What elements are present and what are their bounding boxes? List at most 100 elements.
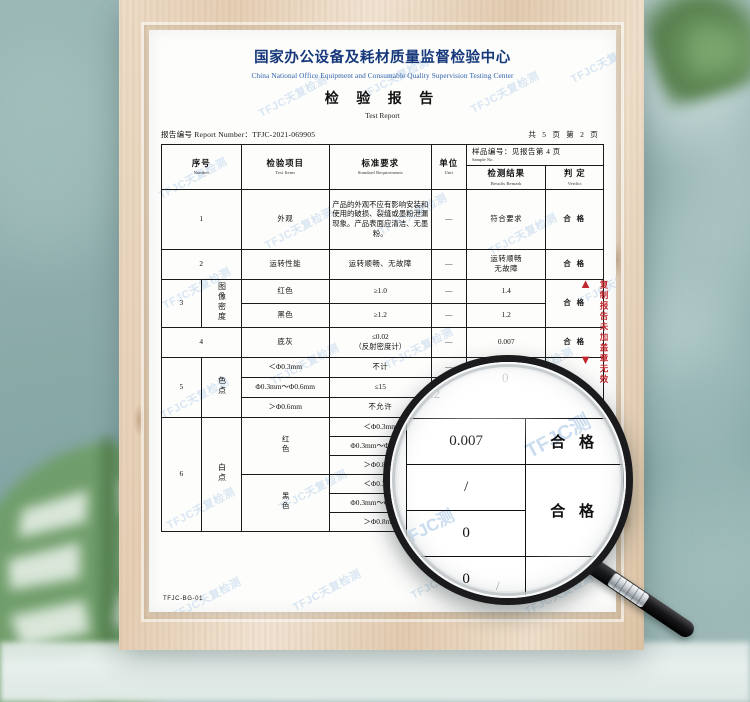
inspection-table: 序号 Number 检验项目 Test Items 标准要求 Standard … [161, 143, 605, 532]
row3-no: 3 [161, 278, 202, 328]
th-number-cn: 序号 [191, 158, 211, 168]
report-meta-row: 报告编号 Report Number：TFJC-2021-069905 共 5 … [161, 129, 604, 140]
row5-crit-1: ＜Φ0.3mm [240, 356, 330, 378]
magnified-row: 0 [405, 556, 624, 598]
th-unit: 单位 Unit [430, 144, 467, 190]
row3-sub1-result: 1.4 [465, 278, 547, 304]
th-standard-cn: 标准要求 [361, 158, 399, 168]
magnified-result-3: 0 [405, 510, 527, 557]
row4-result: 0.007 [465, 326, 547, 358]
th-item: 检验项目 Test Items [240, 144, 330, 190]
row2-unit: — [430, 248, 467, 280]
magnified-verdict-1: 合 格 [525, 418, 624, 465]
th-item-en: Test Items [275, 170, 296, 176]
th-result-cn: 检测结果 [487, 169, 525, 179]
red-copy-notice: 复制报告未加盖章无效 [599, 280, 609, 385]
row3-verdict: 合 格 [545, 278, 604, 328]
magnified-row: 0.007 合 格 [405, 418, 624, 465]
row2-no: 2 [161, 248, 242, 280]
magnified-result-4: 0 [405, 556, 527, 598]
row5-no: 5 [161, 356, 202, 418]
table-header-row: 序号 Number 检验项目 Test Items 标准要求 Standard … [161, 143, 605, 190]
th-standard: 标准要求 Standard Requirements [328, 144, 432, 190]
row3-sub2-unit: — [430, 302, 467, 328]
report-paper: TFJC天复检测 TFJC天复检测 TFJC天复检测 TFJC天复检测 TFJC… [149, 30, 616, 612]
report-number-label: 报告编号 Report Number： [161, 130, 253, 139]
table-row: 3 图像密度 红色 ≥1.0 — 1.4 合 格 [161, 278, 604, 328]
magnifier-glass: 1.2 0 0 / TFJC测 TFJC测 0.007 合 格 / 合 格 0 [390, 362, 626, 598]
row4-no: 4 [161, 326, 242, 358]
magnified-verdict-2: 合 格 [525, 464, 624, 557]
magnified-verdict-4 [525, 556, 624, 598]
th-number: 序号 Number [161, 144, 242, 190]
row1-item: 外观 [240, 188, 330, 250]
row6-g1-color-label: 红色 [281, 435, 291, 454]
row4-verdict: 合 格 [545, 326, 604, 358]
row1-standard: 产品的外观不应有影响安装和使用的破损、裂缝或墨粉泄漏现象。产品表面应清洁、无墨粉… [328, 188, 432, 250]
floor-surface [0, 642, 750, 702]
row3-sub1-label: 红色 [240, 278, 330, 304]
row5-item-label: 色点 [217, 375, 227, 396]
row2-standard: 运转顺畅、无故障 [328, 248, 432, 280]
th-result: 检测结果 Results Remark [465, 165, 547, 190]
magnifier-lens: 1.2 0 0 / TFJC测 TFJC测 0.007 合 格 / 合 格 0 [383, 355, 633, 605]
magnifier-ghost-top-2: 0 [574, 374, 581, 389]
row4-standard: ≤0.02 （反射密度计） [328, 326, 432, 358]
red-arrow-up-icon: ▲ [579, 276, 592, 291]
row5-crit-3: ＞Φ0.6mm [240, 396, 330, 418]
th-verdict-en: Verdict [567, 180, 582, 186]
magnifying-glass[interactable]: 1.2 0 0 / TFJC测 TFJC测 0.007 合 格 / 合 格 0 [383, 355, 698, 641]
page-indicator: 共 5 页 第 2 页 [528, 130, 600, 139]
page-title-cn: 国家办公设备及耗材质量监督检验中心 [254, 50, 511, 66]
row3-sub2-result: 1.2 [465, 302, 547, 328]
table-row: 4 底灰 ≤0.02 （反射密度计） — 0.007 合 格 [161, 326, 604, 358]
th-standard-en: Standard Requirements [357, 170, 403, 176]
report-title-cn: 检 验 报 告 [324, 92, 441, 107]
row5-crit-2: Φ0.3mm～Φ0.6mm [240, 376, 330, 398]
th-result-en: Results Remark [490, 180, 522, 186]
row2-item: 运转性能 [240, 248, 330, 280]
row1-verdict: 合 格 [545, 188, 604, 250]
leaf-decoration-top-2 [690, 10, 750, 90]
page-title-en: China National Office Equipment and Cons… [251, 71, 514, 80]
th-verdict-cn: 判 定 [563, 169, 586, 179]
report-number-value: TFJC-2021-069905 [252, 130, 316, 139]
row4-item: 底灰 [240, 326, 330, 358]
row4-unit: — [430, 326, 467, 358]
th-sample-no: 样品编号：见报告第 4 页 Sample No. [465, 143, 605, 167]
row6-no: 6 [161, 416, 202, 532]
th-unit-en: Unit [444, 170, 454, 176]
th-item-cn: 检验项目 [266, 158, 304, 168]
form-code: TFJC-BG-01 [163, 596, 204, 602]
wall-highlight-4 [0, 40, 120, 260]
magnified-table: 0.007 合 格 / 合 格 0 0 [405, 418, 624, 598]
row5-item: 色点 [200, 356, 242, 418]
magnifier-ghost-top: 0 [502, 370, 509, 385]
row2-verdict: 合 格 [545, 248, 604, 280]
wall-highlight-5 [640, 430, 750, 610]
row3-sub1-standard: ≥1.0 [328, 278, 432, 304]
magnified-row: / 合 格 [405, 464, 624, 557]
row6-item: 白点 [200, 416, 242, 532]
th-number-en: Number [193, 170, 210, 176]
report-title-en: Test Report [365, 111, 400, 120]
row1-result: 符合要求 [465, 188, 547, 250]
magnifier-ghost-above: 1.2 [424, 386, 441, 401]
row2-result: 运转顺畅 无故障 [465, 248, 547, 280]
table-row: 1 外观 产品的外观不应有影响安装和使用的破损、裂缝或墨粉泄漏现象。产品表面应清… [161, 188, 604, 250]
row1-no: 1 [161, 188, 242, 250]
row6-g2-color: 黑色 [240, 473, 330, 532]
report-number-block: 报告编号 Report Number：TFJC-2021-069905 [161, 129, 315, 140]
row3-sub2-standard: ≥1.2 [328, 302, 432, 328]
row6-item-label: 白点 [217, 462, 227, 483]
table-row: 2 运转性能 运转顺畅、无故障 — 运转顺畅 无故障 合 格 [161, 248, 604, 280]
row6-g2-color-label: 黑色 [281, 492, 291, 511]
document-body: 国家办公设备及耗材质量监督检验中心 China National Office … [149, 30, 616, 612]
table-header-row-2: 检测结果 Results Remark 判 定 Verdict [162, 165, 604, 190]
row6-g1-color: 红色 [240, 416, 330, 475]
row1-unit: — [430, 188, 467, 250]
th-unit-cn: 单位 [439, 158, 459, 168]
row3-sub1-unit: — [430, 278, 467, 304]
row3-sub2-label: 黑色 [240, 302, 330, 328]
magnified-result-1: 0.007 [405, 418, 527, 465]
